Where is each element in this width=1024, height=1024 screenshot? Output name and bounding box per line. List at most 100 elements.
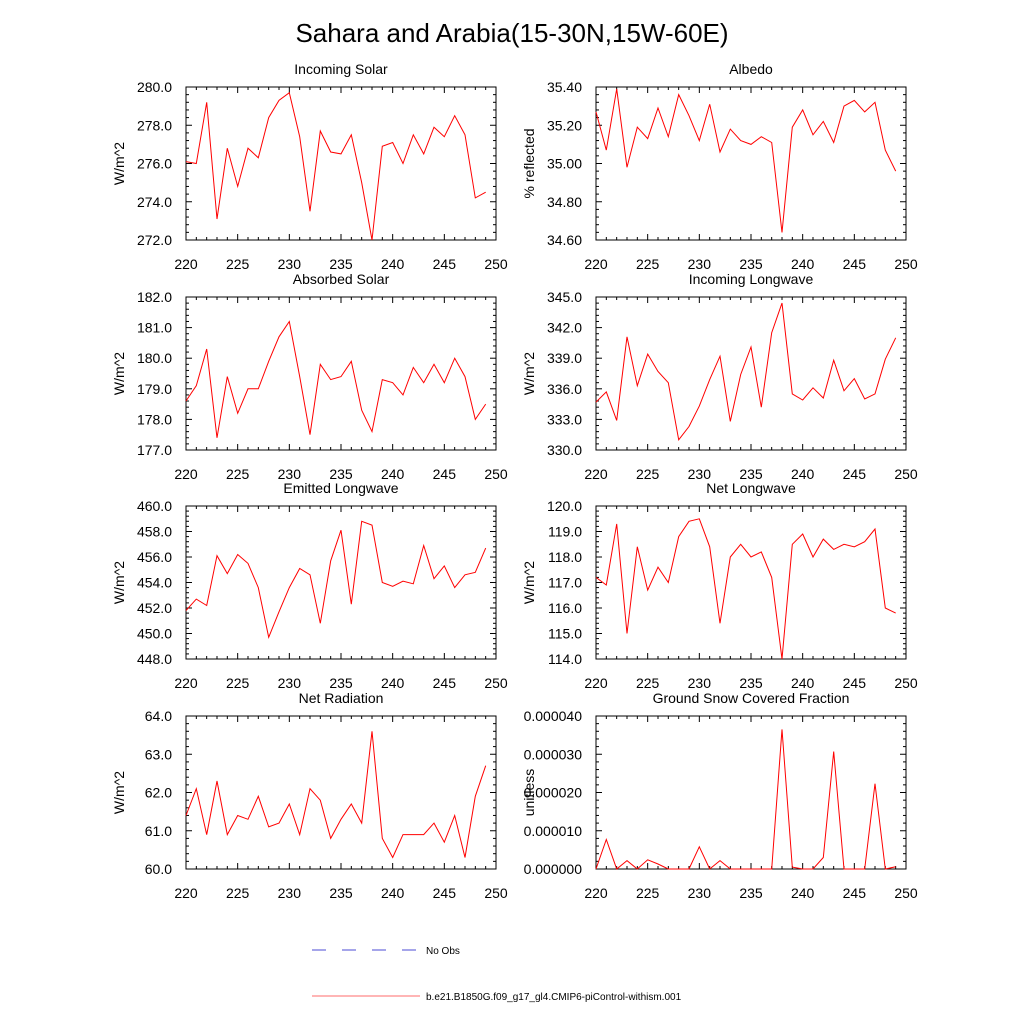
y-axis-label: unitless — [521, 769, 537, 816]
panel-incoming-longwave: Incoming Longwave 220 225 230 235 240 245 250 33… — [521, 271, 918, 482]
y-tick-label: 35.40 — [547, 79, 582, 95]
x-tick-label: 230 — [688, 466, 712, 482]
x-tick-label: 235 — [739, 675, 763, 691]
plot-frame — [185, 86, 497, 241]
y-tick-label: 0.000030 — [524, 746, 583, 762]
x-tick-label: 220 — [584, 466, 608, 482]
y-tick-label: 0.000010 — [524, 823, 583, 839]
y-tick-label: 280.0 — [137, 79, 172, 95]
panel-albedo: Albedo 220 225 230 235 240 245 250 34.60 34.80 35.… — [521, 61, 918, 272]
y-tick-label: 0.000000 — [524, 861, 583, 877]
panel-emitted-longwave: Emitted Longwave 220 225 230 235 240 245 250 448… — [111, 480, 508, 691]
x-tick-label: 250 — [894, 675, 918, 691]
series-line — [595, 88, 897, 233]
y-tick-label: 119.0 — [548, 524, 582, 540]
x-tick-label: 230 — [278, 675, 302, 691]
x-tick-label: 220 — [174, 675, 198, 691]
x-tick-label: 220 — [174, 885, 198, 901]
x-tick-label: 235 — [329, 675, 353, 691]
y-tick-label: 448.0 — [137, 651, 172, 667]
x-tick-label: 245 — [433, 885, 457, 901]
x-tick-label: 250 — [894, 466, 918, 482]
y-tick-label: 460.0 — [137, 498, 172, 514]
y-tick-label: 177.0 — [137, 442, 172, 458]
y-axis-label: W/m^2 — [111, 561, 127, 604]
x-tick-label: 235 — [329, 885, 353, 901]
series-line — [595, 729, 896, 870]
panel-title: Incoming Solar — [294, 61, 388, 77]
series-line — [595, 518, 896, 660]
panel-title: Net Longwave — [706, 480, 796, 496]
x-tick-label: 235 — [329, 466, 353, 482]
x-tick-label: 250 — [894, 885, 918, 901]
series-line — [595, 302, 897, 441]
panel-title: Albedo — [729, 61, 773, 77]
x-tick-label: 245 — [843, 675, 867, 691]
x-tick-label: 245 — [433, 466, 457, 482]
x-tick-label: 240 — [791, 885, 815, 901]
panel-absorbed-solar: Absorbed Solar 220 225 230 235 240 245 250 177.0… — [111, 271, 508, 482]
x-tick-label: 250 — [894, 256, 918, 272]
x-tick-label: 230 — [278, 885, 302, 901]
y-tick-label: 64.0 — [145, 708, 172, 724]
y-tick-label: 272.0 — [137, 232, 172, 248]
x-tick-label: 225 — [226, 675, 250, 691]
panel-ground-snow-covered-fraction: Ground Snow Covered Fraction 220 225 230 235… — [521, 690, 918, 901]
y-tick-label: 116.0 — [548, 600, 582, 616]
x-tick-label: 250 — [484, 675, 508, 691]
y-tick-label: 0.000040 — [524, 708, 583, 724]
x-tick-label: 230 — [278, 466, 302, 482]
y-axis-label: W/m^2 — [111, 142, 127, 185]
y-tick-label: 458.0 — [137, 524, 172, 540]
x-tick-label: 235 — [329, 256, 353, 272]
x-tick-label: 220 — [174, 466, 198, 482]
y-tick-label: 452.0 — [137, 600, 172, 616]
x-tick-label: 220 — [584, 885, 608, 901]
panel-title: Emitted Longwave — [283, 480, 398, 496]
x-tick-label: 240 — [791, 675, 815, 691]
x-tick-label: 220 — [584, 256, 608, 272]
x-tick-label: 250 — [484, 256, 508, 272]
panel-incoming-solar: Incoming Solar 220 225 230 235 240 245 250 272.0… — [111, 61, 508, 272]
panel-title: Ground Snow Covered Fraction — [653, 690, 850, 706]
panel-net-radiation: Net Radiation 220 225 230 235 240 245 250 60.0 61… — [111, 690, 508, 901]
plot-frame — [595, 86, 907, 241]
y-tick-label: 181.0 — [137, 320, 172, 336]
plot-frame — [185, 296, 497, 451]
y-tick-label: 180.0 — [137, 350, 172, 366]
y-tick-label: 120.0 — [547, 498, 582, 514]
x-tick-label: 220 — [174, 256, 198, 272]
y-axis-label: W/m^2 — [521, 561, 537, 604]
x-tick-label: 230 — [688, 675, 712, 691]
x-tick-label: 225 — [636, 885, 660, 901]
x-tick-label: 225 — [636, 675, 660, 691]
x-tick-label: 225 — [226, 256, 250, 272]
y-tick-label: 62.0 — [145, 785, 172, 801]
plot-frame — [595, 296, 907, 451]
y-tick-label: 274.0 — [137, 194, 172, 210]
x-tick-label: 235 — [739, 466, 763, 482]
x-tick-label: 245 — [843, 885, 867, 901]
y-axis-label: W/m^2 — [111, 352, 127, 395]
series-line — [185, 731, 487, 859]
x-tick-label: 225 — [636, 466, 660, 482]
y-tick-label: 114.0 — [548, 651, 582, 667]
x-tick-label: 240 — [381, 885, 405, 901]
x-tick-label: 240 — [791, 466, 815, 482]
y-tick-label: 182.0 — [137, 289, 172, 305]
x-tick-label: 240 — [381, 466, 405, 482]
y-tick-label: 60.0 — [145, 861, 172, 877]
y-tick-label: 454.0 — [137, 575, 172, 591]
x-tick-label: 250 — [484, 466, 508, 482]
y-tick-label: 178.0 — [137, 411, 172, 427]
x-tick-label: 240 — [791, 256, 815, 272]
legend-label-no-obs: No Obs — [426, 946, 460, 957]
y-tick-label: 35.00 — [547, 156, 582, 172]
panel-title: Incoming Longwave — [689, 271, 814, 287]
y-axis-label: % reflected — [521, 128, 537, 198]
plot-frame — [595, 715, 907, 870]
x-tick-label: 225 — [636, 256, 660, 272]
x-tick-label: 230 — [688, 256, 712, 272]
y-axis-label: W/m^2 — [521, 352, 537, 395]
